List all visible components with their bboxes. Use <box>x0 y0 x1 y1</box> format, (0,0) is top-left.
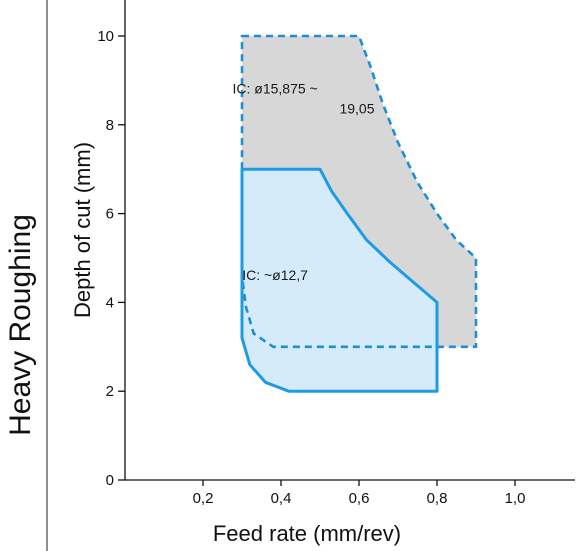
y-tick-label: 4 <box>106 294 114 311</box>
regions-group <box>240 34 478 393</box>
y-tick-label: 2 <box>106 383 114 400</box>
x-ticks-group: 0,2 0,4 0,6 0,8 1,0 <box>193 480 526 507</box>
region-label-0-line-1: 19,05 <box>339 101 374 117</box>
y-tick-label: 0 <box>106 472 114 489</box>
region-fill-1 <box>242 169 437 392</box>
x-tick-label: 0,2 <box>193 490 214 507</box>
region-labels-group: IC: ø15,875 ~ 19,05 IC: ~ø12,7 <box>233 81 375 283</box>
region-label-0-line-0: IC: ø15,875 ~ <box>233 81 318 97</box>
region-label-1-line-0: IC: ~ø12,7 <box>242 267 308 283</box>
y-axis-title: Depth of cut (mm) <box>70 142 95 318</box>
x-tick-label: 1,0 <box>505 490 526 507</box>
x-tick-label: 0,6 <box>349 490 370 507</box>
region-outline-1 <box>240 167 439 393</box>
y-tick-label: 8 <box>106 117 114 134</box>
x-axis-title: Feed rate (mm/rev) <box>213 521 401 546</box>
x-tick-label: 0,4 <box>271 490 292 507</box>
region-outline-0 <box>240 34 478 349</box>
y-ticks-group: 0 2 4 6 8 10 <box>97 28 125 489</box>
y-tick-label: 10 <box>97 28 114 45</box>
x-tick-label: 0,8 <box>427 490 448 507</box>
side-title: Heavy Roughing <box>4 214 37 436</box>
y-tick-label: 6 <box>106 206 114 223</box>
